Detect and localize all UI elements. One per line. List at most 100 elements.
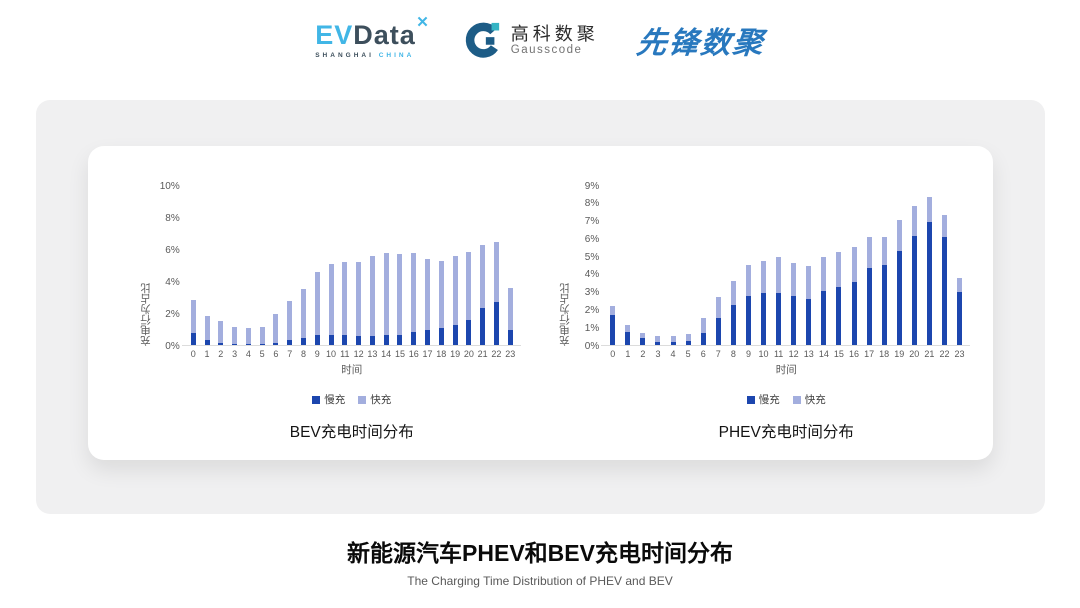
- bar-stack: [204, 186, 210, 346]
- x-tick-label: 16: [848, 349, 859, 359]
- y-tick-label: 7%: [584, 216, 600, 228]
- bar-segment-fast-charge: [730, 281, 736, 306]
- bar-segment-slow-charge: [957, 291, 963, 346]
- bar-segment-slow-charge: [342, 334, 348, 346]
- y-ticks: 0% 2% 4% 6% 8% 10%: [153, 181, 187, 352]
- y-tick-label: 5%: [584, 251, 600, 263]
- bar-column: 22: [938, 186, 951, 360]
- bar-column: 22: [490, 186, 503, 360]
- bar-column: 14: [817, 186, 830, 360]
- bar-stack: [821, 186, 827, 346]
- x-tick-label: 13: [803, 349, 814, 359]
- x-tick-label: 21: [924, 349, 935, 359]
- bar-segment-slow-charge: [715, 317, 721, 346]
- bar-stack: [273, 186, 279, 346]
- bar-column: 10: [325, 186, 338, 360]
- legend-swatch-icon: [792, 395, 801, 404]
- evdata-ev-text: EV: [315, 19, 354, 50]
- x-tick-label: 19: [450, 349, 461, 359]
- bar-segment-fast-charge: [328, 263, 334, 335]
- bar-stack: [625, 186, 631, 346]
- bar-segment-fast-charge: [438, 261, 444, 329]
- bev-plot-area: 0 1 2 3 4 5 6 7 8 9 10 11 12 13 14 15 16 17 18 19 20 21 22 23: [181, 186, 521, 360]
- bar-column: 11: [772, 186, 785, 360]
- bar-stack: [851, 186, 857, 346]
- bar-stack: [383, 186, 389, 346]
- x-tick-label: 23: [505, 349, 516, 359]
- bar-stack: [911, 186, 917, 346]
- x-tick-label: 0: [190, 349, 196, 359]
- bar-segment-fast-charge: [383, 253, 389, 335]
- bar-segment-fast-charge: [896, 219, 902, 251]
- x-axis-line: [181, 345, 521, 346]
- bar-stack: [438, 186, 444, 346]
- y-tick-label: 0%: [584, 340, 600, 352]
- x-tick-label: 12: [353, 349, 364, 359]
- bar-column: 7: [283, 186, 296, 360]
- bar-stack: [301, 186, 306, 346]
- bar-segment-slow-charge: [287, 340, 293, 346]
- x-axis-title: 时间: [341, 364, 363, 376]
- bar-segment-fast-charge: [245, 328, 251, 345]
- legend-swatch-icon: [358, 395, 367, 404]
- bar-segment-fast-charge: [218, 321, 224, 343]
- bar-stack: [397, 186, 403, 346]
- bar-stack: [356, 186, 362, 346]
- bar-column: 19: [449, 186, 462, 360]
- gausscode-cn-text: 高科数聚: [510, 23, 599, 44]
- bar-segment-fast-charge: [356, 262, 362, 336]
- pioneer-logo: 先锋数聚: [634, 27, 767, 60]
- bar-columns: 0 1 2 3 4 5 6 7 8 9 10 11 12 13 14 15 16 17 18 19 20 21 22 23: [187, 186, 517, 360]
- bar-column: 20: [908, 186, 921, 360]
- bar-stack: [926, 186, 932, 346]
- bar-column: 23: [953, 186, 966, 360]
- bar-column: 12: [352, 186, 365, 360]
- bar-segment-slow-charge: [411, 332, 417, 346]
- x-tick-label: 4: [670, 349, 676, 359]
- bar-stack: [745, 186, 751, 346]
- legend-item: 快充: [792, 392, 826, 407]
- x-tick-label: 3: [655, 349, 661, 359]
- x-tick-label: 6: [273, 349, 279, 359]
- bar-segment-fast-charge: [273, 314, 279, 343]
- bar-segment-fast-charge: [851, 247, 857, 282]
- bar-column: 4: [667, 186, 680, 360]
- bar-segment-fast-charge: [425, 258, 431, 330]
- evdata-wordmark: EVData ✕: [315, 15, 429, 50]
- bar-stack: [730, 186, 736, 346]
- bar-segment-slow-charge: [301, 338, 306, 346]
- y-tick-label: 9%: [584, 180, 600, 192]
- bar-stack: [493, 186, 499, 346]
- bar-stack: [776, 186, 782, 346]
- x-tick-label: 23: [954, 349, 965, 359]
- chart-title: PHEV充电时间分布: [718, 424, 854, 441]
- bar-segment-slow-charge: [314, 334, 320, 346]
- chart-panel: 充电行为占比 0% 2% 4% 6% 8% 10% 0 1 2 3 4 5 6 7 8 9 10 11 12 13 1…: [36, 100, 1045, 514]
- x-tick-label: 2: [218, 349, 224, 359]
- x-tick-label: 22: [491, 349, 502, 359]
- x-tick-label: 0: [610, 349, 616, 359]
- bar-segment-fast-charge: [480, 245, 486, 308]
- bar-column: 13: [366, 186, 379, 360]
- bar-segment-slow-charge: [204, 339, 210, 346]
- bar-segment-fast-charge: [640, 332, 646, 338]
- bar-segment-fast-charge: [411, 253, 417, 333]
- bar-segment-slow-charge: [397, 334, 403, 346]
- legend: 慢充 快充: [746, 392, 826, 407]
- bar-segment-fast-charge: [232, 326, 238, 344]
- bar-segment-fast-charge: [836, 251, 842, 288]
- bar-stack: [480, 186, 486, 346]
- legend-label: 快充: [370, 394, 392, 406]
- legend: 慢充 快充: [312, 392, 391, 407]
- bar-column: 21: [476, 186, 489, 360]
- bar-segment-fast-charge: [670, 336, 676, 342]
- bar-stack: [715, 186, 721, 346]
- x-tick-label: 14: [381, 349, 392, 359]
- bar-stack: [507, 186, 513, 346]
- x-tick-label: 18: [436, 349, 447, 359]
- bar-segment-fast-charge: [957, 277, 963, 292]
- x-tick-label: 10: [758, 349, 769, 359]
- bar-segment-fast-charge: [369, 256, 375, 336]
- bar-column: 8: [297, 186, 310, 360]
